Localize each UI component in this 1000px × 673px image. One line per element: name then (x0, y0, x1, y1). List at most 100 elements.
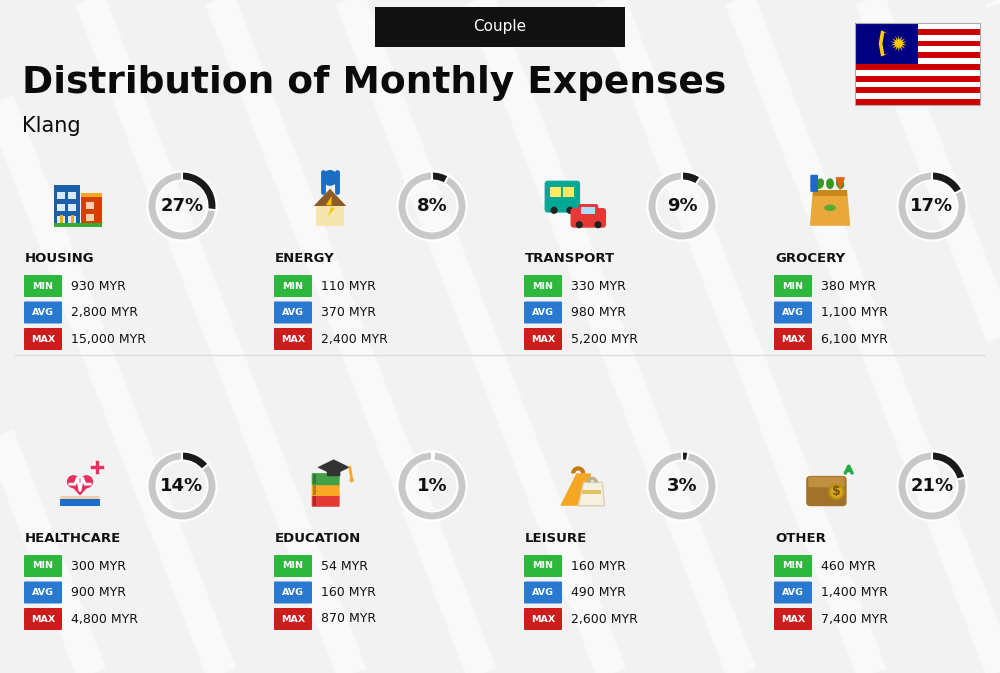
FancyBboxPatch shape (855, 99, 980, 105)
FancyBboxPatch shape (774, 302, 812, 324)
Wedge shape (682, 452, 688, 461)
Text: 330 MYR: 330 MYR (571, 279, 626, 293)
FancyBboxPatch shape (524, 275, 562, 297)
Text: 110 MYR: 110 MYR (321, 279, 376, 293)
FancyBboxPatch shape (68, 216, 76, 223)
FancyBboxPatch shape (524, 555, 562, 577)
FancyBboxPatch shape (57, 204, 65, 211)
Circle shape (322, 170, 338, 186)
FancyBboxPatch shape (550, 187, 561, 197)
Text: MIN: MIN (532, 281, 554, 291)
Wedge shape (882, 32, 894, 55)
FancyBboxPatch shape (578, 204, 598, 217)
Circle shape (92, 462, 103, 473)
FancyBboxPatch shape (71, 215, 74, 223)
Text: GROCERY: GROCERY (775, 252, 845, 264)
Text: MAX: MAX (781, 614, 805, 623)
FancyBboxPatch shape (774, 608, 812, 630)
FancyBboxPatch shape (86, 214, 94, 221)
FancyBboxPatch shape (524, 581, 562, 604)
FancyBboxPatch shape (524, 328, 562, 350)
Text: 17%: 17% (910, 197, 954, 215)
FancyBboxPatch shape (274, 302, 312, 324)
Text: AVG: AVG (782, 308, 804, 317)
Text: MIN: MIN (32, 561, 54, 571)
FancyBboxPatch shape (855, 76, 980, 81)
Text: TRANSPORT: TRANSPORT (525, 252, 615, 264)
FancyBboxPatch shape (524, 302, 562, 324)
FancyBboxPatch shape (774, 328, 812, 350)
FancyBboxPatch shape (582, 491, 601, 494)
Polygon shape (560, 473, 592, 506)
FancyBboxPatch shape (774, 275, 812, 297)
Text: 490 MYR: 490 MYR (571, 586, 626, 599)
Text: 300 MYR: 300 MYR (71, 559, 126, 573)
Wedge shape (148, 172, 216, 240)
FancyBboxPatch shape (313, 474, 316, 484)
Wedge shape (398, 172, 466, 240)
FancyBboxPatch shape (274, 581, 312, 604)
Text: MAX: MAX (31, 334, 55, 343)
FancyBboxPatch shape (855, 58, 980, 64)
FancyBboxPatch shape (855, 70, 980, 76)
Circle shape (566, 207, 574, 214)
Text: 1,400 MYR: 1,400 MYR (821, 586, 888, 599)
Text: 370 MYR: 370 MYR (321, 306, 376, 319)
FancyBboxPatch shape (54, 223, 102, 227)
Wedge shape (898, 172, 967, 240)
Text: OTHER: OTHER (775, 532, 826, 544)
Text: AVG: AVG (32, 588, 54, 597)
Circle shape (80, 475, 93, 488)
FancyBboxPatch shape (563, 187, 574, 197)
Text: MIN: MIN (783, 561, 804, 571)
Text: MAX: MAX (781, 334, 805, 343)
Wedge shape (648, 452, 716, 520)
Text: HEALTHCARE: HEALTHCARE (25, 532, 121, 544)
FancyBboxPatch shape (855, 64, 980, 70)
Text: 870 MYR: 870 MYR (321, 612, 376, 625)
FancyBboxPatch shape (855, 35, 980, 40)
Wedge shape (182, 452, 209, 470)
FancyBboxPatch shape (24, 608, 62, 630)
Polygon shape (60, 496, 100, 506)
FancyBboxPatch shape (81, 197, 102, 227)
Text: EDUCATION: EDUCATION (275, 532, 361, 544)
Text: AVG: AVG (532, 588, 554, 597)
FancyBboxPatch shape (855, 23, 918, 64)
FancyBboxPatch shape (86, 202, 94, 209)
Text: 900 MYR: 900 MYR (71, 586, 126, 599)
Wedge shape (148, 452, 216, 520)
Text: 460 MYR: 460 MYR (821, 559, 876, 573)
Text: LEISURE: LEISURE (525, 532, 587, 544)
FancyBboxPatch shape (806, 476, 847, 506)
Text: 1,100 MYR: 1,100 MYR (821, 306, 888, 319)
Polygon shape (891, 35, 907, 52)
Text: 160 MYR: 160 MYR (571, 559, 626, 573)
FancyBboxPatch shape (312, 484, 340, 496)
Ellipse shape (816, 178, 824, 189)
FancyBboxPatch shape (24, 581, 62, 604)
Text: Couple: Couple (473, 19, 527, 34)
FancyBboxPatch shape (60, 499, 100, 506)
Ellipse shape (824, 205, 836, 211)
FancyBboxPatch shape (24, 328, 62, 350)
Text: 2,800 MYR: 2,800 MYR (71, 306, 138, 319)
Text: MIN: MIN (32, 281, 54, 291)
Polygon shape (835, 177, 845, 191)
Text: 54 MYR: 54 MYR (321, 559, 368, 573)
Text: 2,400 MYR: 2,400 MYR (321, 332, 388, 345)
Text: 4,800 MYR: 4,800 MYR (71, 612, 138, 625)
FancyBboxPatch shape (327, 466, 340, 476)
FancyBboxPatch shape (54, 186, 80, 227)
FancyBboxPatch shape (312, 473, 340, 485)
Text: 8%: 8% (417, 197, 447, 215)
Text: AVG: AVG (32, 308, 54, 317)
Text: MIN: MIN (283, 281, 304, 291)
FancyBboxPatch shape (774, 581, 812, 604)
Text: 3%: 3% (667, 477, 697, 495)
Text: 15,000 MYR: 15,000 MYR (71, 332, 146, 345)
Circle shape (550, 207, 558, 214)
FancyBboxPatch shape (68, 192, 76, 199)
Wedge shape (432, 452, 434, 460)
Circle shape (349, 478, 354, 483)
